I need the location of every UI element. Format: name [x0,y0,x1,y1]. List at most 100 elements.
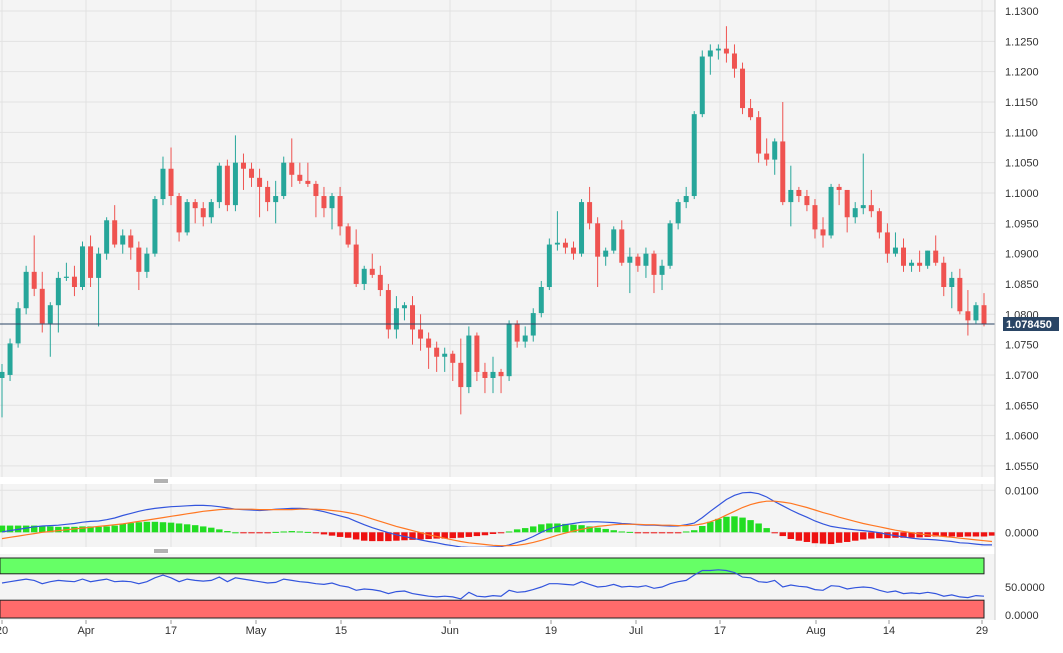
macd-panel[interactable] [0,484,996,548]
candle-body [973,305,979,321]
candle-body [305,180,311,184]
candle-body [562,242,568,248]
drag-handle-icon[interactable] [154,549,168,553]
date-tick-label: 29 [976,625,988,637]
macd-histogram-bar [272,531,279,533]
candle-body [868,205,874,212]
date-tick-label: 14 [883,625,895,637]
price-axis: 1.1300 1.1250 1.1200 1.1150 1.1100 1.1050 1.10… [1005,6,1039,473]
macd-histogram-bar [723,516,730,533]
candle-body [23,271,29,309]
candle-body [418,329,424,339]
price-tick-label: 1.0700 [1005,370,1039,382]
candle-body [321,196,327,209]
date-tick-label: Jun [441,625,459,637]
macd-histogram-bar [264,532,271,534]
macd-histogram-bar [562,523,569,533]
signal-line [1,500,993,547]
macd-histogram-bar [409,532,416,540]
macd-histogram-bar [167,522,175,533]
macd-histogram-bar [256,532,263,534]
macd-histogram-bar [0,525,6,533]
rsi-oversold-band [0,599,985,619]
candle-body [828,186,834,236]
candle-body [393,308,399,330]
macd-histogram-bar [240,532,247,534]
candle-body [160,168,166,200]
macd-histogram-bar [980,532,988,537]
panel-divider-2[interactable] [0,547,995,554]
candle-body [273,196,279,203]
candle-body [740,68,746,109]
candle-body [104,220,110,254]
macd-histogram-bar [393,532,400,541]
macd-histogram-bar [22,525,30,533]
macd-histogram-bar [216,529,223,533]
macd-histogram-bar [248,532,255,534]
candle-body [96,253,102,278]
current-price-tag-bg [1003,317,1059,332]
macd-histogram-bar [489,532,497,534]
macd-histogram-bar [731,516,738,533]
macd-histogram-bar [940,532,947,537]
macd-histogram-bar [900,532,907,538]
candle-body [731,53,737,69]
candle-body [683,196,689,203]
price-panel[interactable] [0,0,995,477]
macd-histogram-bar [87,526,94,533]
macd-histogram-bar [521,528,529,533]
price-tick-label: 1.1150 [1005,97,1038,109]
candle-body [31,271,37,289]
candle-body [192,202,198,209]
macd-histogram-bar [908,532,915,538]
macd-histogram-bar [191,525,199,533]
macd-histogram-bar [650,532,658,534]
candle-body [410,305,416,330]
rsi-overbought-band [0,557,985,575]
candle-body [917,262,923,266]
macd-histogram-bar [739,517,746,533]
macd-histogram-bar [530,526,537,533]
macd-histogram-bar [232,532,239,534]
macd-histogram-bar [538,524,545,533]
rsi-line [1,569,985,600]
date-axis[interactable]: 20 Apr 17 May 15 Jun 19 Jul 17 Aug 14 29 [0,620,988,637]
candle-body [957,277,963,312]
candle-body [707,50,713,57]
macd-histogram-bar [626,531,634,533]
macd-histogram-bar [779,532,786,537]
candle-body [522,335,528,342]
current-price-tag: 1.078450 [1003,317,1059,332]
macd-histogram-bar [183,524,191,533]
candle-body [200,208,206,218]
price-tick-label: 1.1200 [1005,67,1039,79]
macd-histogram-bar [618,531,626,533]
macd-histogram-bar [876,532,883,539]
candle-body [474,335,480,372]
macd-histogram-bar [208,527,215,533]
candle-body [63,276,69,278]
date-tick-label: 20 [0,625,8,637]
candle-body [667,223,673,266]
candle-body [804,196,810,206]
candle-body [184,202,190,233]
candle-body [876,211,882,233]
rsi-tick-label: 0.0000 [1005,610,1039,622]
price-tick-label: 1.0850 [1005,279,1039,291]
macd-histogram-bar [811,532,819,544]
macd-histogram-bar [586,526,593,533]
candle-body [329,196,335,209]
macd-histogram-bar [682,531,690,533]
macd-histogram-bar [95,526,102,533]
rsi-panel[interactable] [0,554,995,620]
drag-handle-icon[interactable] [154,479,168,483]
candle-body [39,288,45,324]
candle-body [120,235,126,245]
macd-histogram-bar [6,525,14,533]
candle-body [619,229,625,263]
panel-divider-1[interactable] [0,477,995,484]
candle-body [152,199,158,254]
candle-body [796,189,802,197]
macd-histogram-bar [497,532,505,534]
